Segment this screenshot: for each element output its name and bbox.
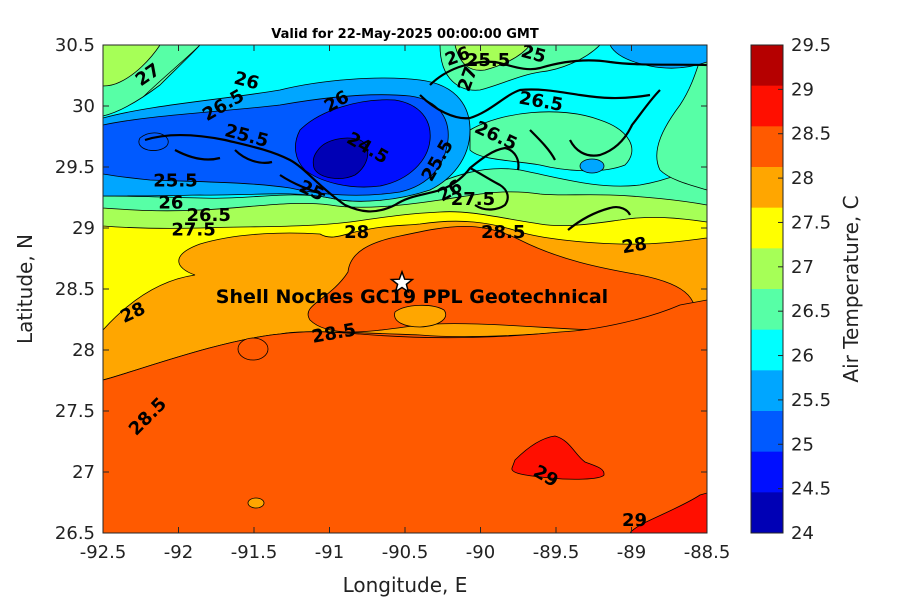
coastline-east: [567, 206, 632, 231]
band-27-27.5-nw: [103, 45, 161, 87]
coastline-chandeleur: [529, 89, 661, 161]
y-tick-label: 30: [72, 96, 95, 117]
colorbar-swatch: [751, 451, 783, 493]
colorbar-swatch: [751, 289, 783, 331]
colorbar-label: Air Temperature, C: [839, 195, 863, 382]
closed-contour-28.5-west: [237, 337, 269, 361]
colorbar-tick-label: 27.5: [791, 212, 831, 233]
band-25.5-26-ne: [609, 45, 707, 69]
y-axis-ticks: 30.5 30 29.5 29 28.5 28 27.5 27 26.5: [55, 35, 707, 544]
closed-contour-28-south-of-site: [394, 304, 446, 328]
star-icon: [389, 269, 415, 294]
colorbar-tick-label: 28: [791, 168, 814, 189]
x-tick-label: -88.5: [684, 542, 731, 563]
contour-label: 26.5: [186, 205, 230, 226]
x-tick-label: -89.5: [533, 542, 580, 563]
colorbar-swatch: [751, 329, 783, 371]
x-tick-label: -89: [617, 542, 646, 563]
coastline: [144, 59, 707, 231]
colorbar-swatch: [751, 167, 783, 209]
coastline-louisiana-west: [144, 134, 441, 213]
site-marker: Shell Noches GC19 PPL Geotechnical: [216, 269, 608, 308]
colorbar-tick-label: 25.5: [791, 390, 831, 411]
colorbar-tick-label: 27: [791, 257, 814, 278]
colorbar: 29.5 29 28.5 28 27.5 27 26.5 26 25.5 25 24.5 24: [750, 35, 831, 544]
contour-label: 27.5: [451, 189, 495, 210]
colorbar-tick-label: 26.5: [791, 301, 831, 322]
contour-label: 27.5: [171, 219, 215, 240]
band-24-24.5: [312, 137, 369, 179]
contour-label: 26: [158, 193, 183, 214]
y-tick-label: 27.5: [55, 401, 95, 422]
x-tick-label: -91.5: [231, 542, 278, 563]
band-29-29.5-se: [629, 492, 707, 533]
contour-label: 25.5: [466, 50, 510, 71]
closed-contour-26-east: [579, 158, 605, 174]
y-tick-label: 28: [72, 340, 95, 361]
colorbar-tick-label: 28.5: [791, 124, 831, 145]
y-tick-label: 29: [72, 218, 95, 239]
x-tick-label: -92: [164, 542, 193, 563]
colorbar-swatch: [751, 85, 783, 127]
coastline-marsh-islands: [174, 149, 326, 197]
site-label: Shell Noches GC19 PPL Geotechnical: [216, 286, 608, 308]
colorbar-swatch: [751, 207, 783, 249]
colorbar-swatch: [751, 126, 783, 168]
contour-label: 25: [519, 41, 549, 68]
coastline-delta: [439, 146, 520, 211]
colorbar-swatch: [751, 45, 783, 87]
contour-label: 28: [344, 222, 369, 243]
contour-label: 28: [620, 233, 648, 258]
colorbar-tick-label: 24.5: [791, 479, 831, 500]
coastline-lake-borgne: [429, 59, 707, 86]
y-tick-label: 27: [72, 462, 95, 483]
colorbar-tick-label: 24: [791, 523, 814, 544]
colorbar-swatch: [751, 492, 783, 534]
contour-label: 28.5: [481, 222, 525, 243]
map-title: Valid for 22-May-2025 00:00:00 GMT: [271, 27, 539, 42]
colorbar-tick-label: 29: [791, 79, 814, 100]
contour-label: 25.5: [153, 171, 197, 192]
closed-contour-28-southwest: [247, 497, 265, 509]
colorbar-swatch: [751, 370, 783, 412]
band-29-29.5-south: [511, 435, 605, 480]
band-26.5-right: [656, 59, 707, 191]
y-tick-label: 26.5: [55, 523, 95, 544]
x-tick-label: -90.5: [382, 542, 429, 563]
colorbar-tick-label: 29.5: [791, 35, 831, 56]
colorbar-frame: [750, 44, 784, 534]
y-tick-label: 29.5: [55, 157, 95, 178]
x-axis-label: Longitude, E: [343, 573, 468, 597]
colorbar-swatch: [751, 411, 783, 453]
x-tick-label: -91: [315, 542, 344, 563]
y-tick-label: 30.5: [55, 35, 95, 56]
coastline-pontchartrain: [419, 88, 651, 120]
y-tick-label: 28.5: [55, 279, 95, 300]
colorbar-tick-label: 26: [791, 346, 814, 367]
x-tick-label: -90: [466, 542, 495, 563]
x-tick-label: -92.5: [80, 542, 127, 563]
y-axis-label: Latitude, N: [13, 234, 37, 344]
colorbar-tick-label: 25: [791, 434, 814, 455]
colorbar-swatch: [751, 248, 783, 290]
contour-label: 29: [622, 510, 647, 531]
x-axis-ticks: -92.5 -92 -91.5 -91 -90.5 -90 -89.5 -89 -88.5: [80, 45, 731, 563]
